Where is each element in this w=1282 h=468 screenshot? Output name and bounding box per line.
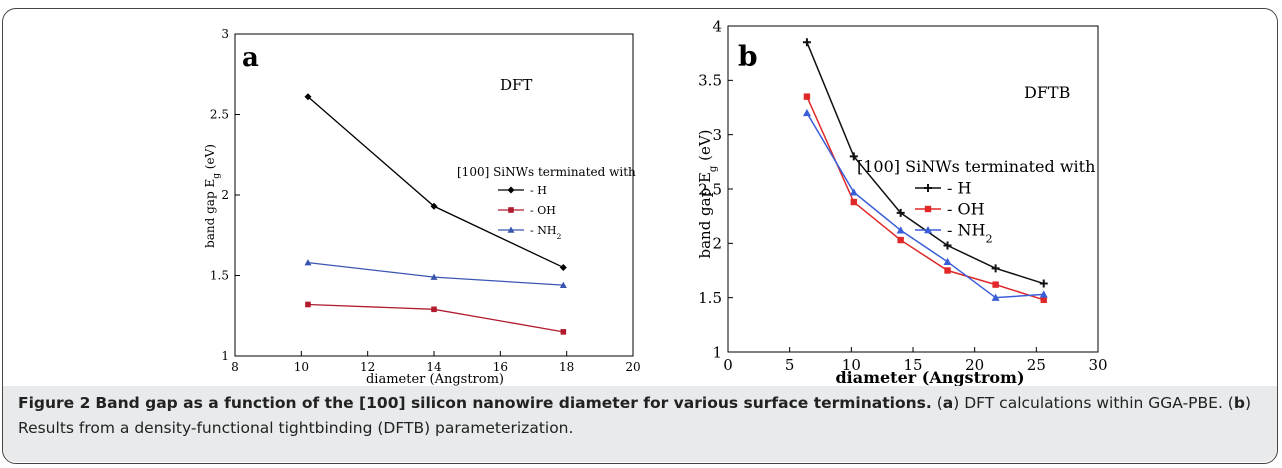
chart-a-xlabel: diameter (Angstrom) [366,372,504,386]
data-point [897,236,904,244]
x-tick-label: 5 [785,356,795,374]
y-tick-label: 4 [712,17,722,35]
legend-label: - H [947,179,971,198]
chart-b-legend-title: [100] SiNWs terminated with [857,157,1095,176]
x-tick-label: 10 [842,356,861,374]
data-point [802,108,811,117]
legend-marker [507,186,515,194]
data-point [991,264,1000,273]
chart-a-ylabel: band gap Eg (eV) [203,144,222,248]
x-tick-label: 14 [426,360,442,374]
data-point [431,306,437,313]
series-line [307,261,564,286]
y-tick-label: 3.5 [698,72,722,90]
series-line [806,112,1044,299]
x-tick-label: 18 [559,360,574,374]
x-tick-label: 20 [965,356,984,374]
data-point [304,93,312,101]
data-point [992,281,999,288]
data-point [896,226,905,234]
data-point [560,329,567,335]
data-point [803,93,811,100]
chart-b-title: DFTB [1024,83,1070,102]
caption-title: Band gap as a function of the [100] sili… [95,394,932,412]
caption-b-text: Results from a density-functional tightb… [18,419,574,437]
panel-label-b: b [738,40,758,73]
series-line [806,96,1044,301]
caption-box [3,386,1277,462]
y-tick-label: 2.5 [210,108,229,122]
x-tick-label: 20 [625,360,640,374]
data-point [896,208,905,217]
data-point [1039,279,1048,288]
legend-marker [924,184,932,192]
caption-a-text: DFT calculations within GGA-PBE. [964,394,1223,412]
data-point [850,198,857,206]
x-tick-label: 8 [231,360,239,374]
chart-panel-b: 0 5 10 15 20 25 30 1 1.5 2 2.5 3 3.5 4- H- OH - NH2 b … [690,0,1130,387]
y-tick-label: 1 [221,349,229,363]
x-tick-label: 0 [723,356,733,374]
data-point [304,259,312,266]
legend-marker [924,226,932,234]
data-point [849,152,858,161]
chart-b-ylabel: band gap Eg (eV) [696,129,719,258]
data-point [943,241,952,250]
data-point [1040,296,1047,304]
data-point [1039,290,1048,298]
data-point [305,301,311,308]
y-tick-label: 1.5 [698,289,722,307]
data-point [430,202,438,210]
y-tick-label: 1.5 [210,269,229,283]
legend-label: - OH [530,204,556,217]
chart-a-svg: 8 10 12 14 16 18 20 1 1.5 2 2.5 3 - H - OH - NH2 a DFT… [203,27,641,387]
legend-label: - NH2 [947,221,993,246]
y-tick-label: 2 [712,235,722,253]
y-tick-label: 1 [712,343,722,361]
y-tick-label: 2.5 [698,180,722,198]
y-tick-label: 3 [221,27,229,41]
x-tick-label: 30 [1088,356,1107,374]
x-tick-label: 16 [493,360,508,374]
legend-marker [924,205,932,213]
plot-frame [727,25,1099,353]
caption-label: Figure 2 [18,394,91,412]
legend-label: - H [530,184,547,197]
legend-label: - NH2 [530,224,561,241]
y-tick-label: 2 [221,188,229,202]
chart-a-legend-title: [100] SiNWs terminated with [457,165,636,179]
chart-b-xlabel: diameter (Angstrom) [835,368,1024,386]
data-point [559,263,567,271]
series-line [806,42,1044,285]
legend-marker [508,207,514,213]
caption-a-letter: a [942,394,954,412]
x-tick-label: 10 [294,360,309,374]
data-point [849,188,858,196]
data-point [943,257,952,266]
caption-b-letter: b [1233,394,1245,412]
figure-caption: Figure 2 Band gap as a function of the [… [18,394,1252,437]
x-tick-label: 15 [903,356,922,374]
data-point [991,293,1000,301]
data-point [559,281,567,288]
chart-a-title: DFT [500,76,532,94]
chart-panel-a: 8 10 12 14 16 18 20 1 1.5 2 2.5 3 - H - OH - NH2 a DFT… [200,0,670,387]
data-point [430,273,438,280]
y-tick-label: 3 [712,126,722,144]
panel-label-a: a [242,43,259,73]
x-tick-label: 12 [360,360,375,374]
x-tick-label: 25 [1027,356,1046,374]
legend-marker [507,226,515,233]
series-line [307,96,564,269]
data-point [944,267,951,274]
legend-label: - OH [947,200,985,219]
data-point [802,38,811,47]
